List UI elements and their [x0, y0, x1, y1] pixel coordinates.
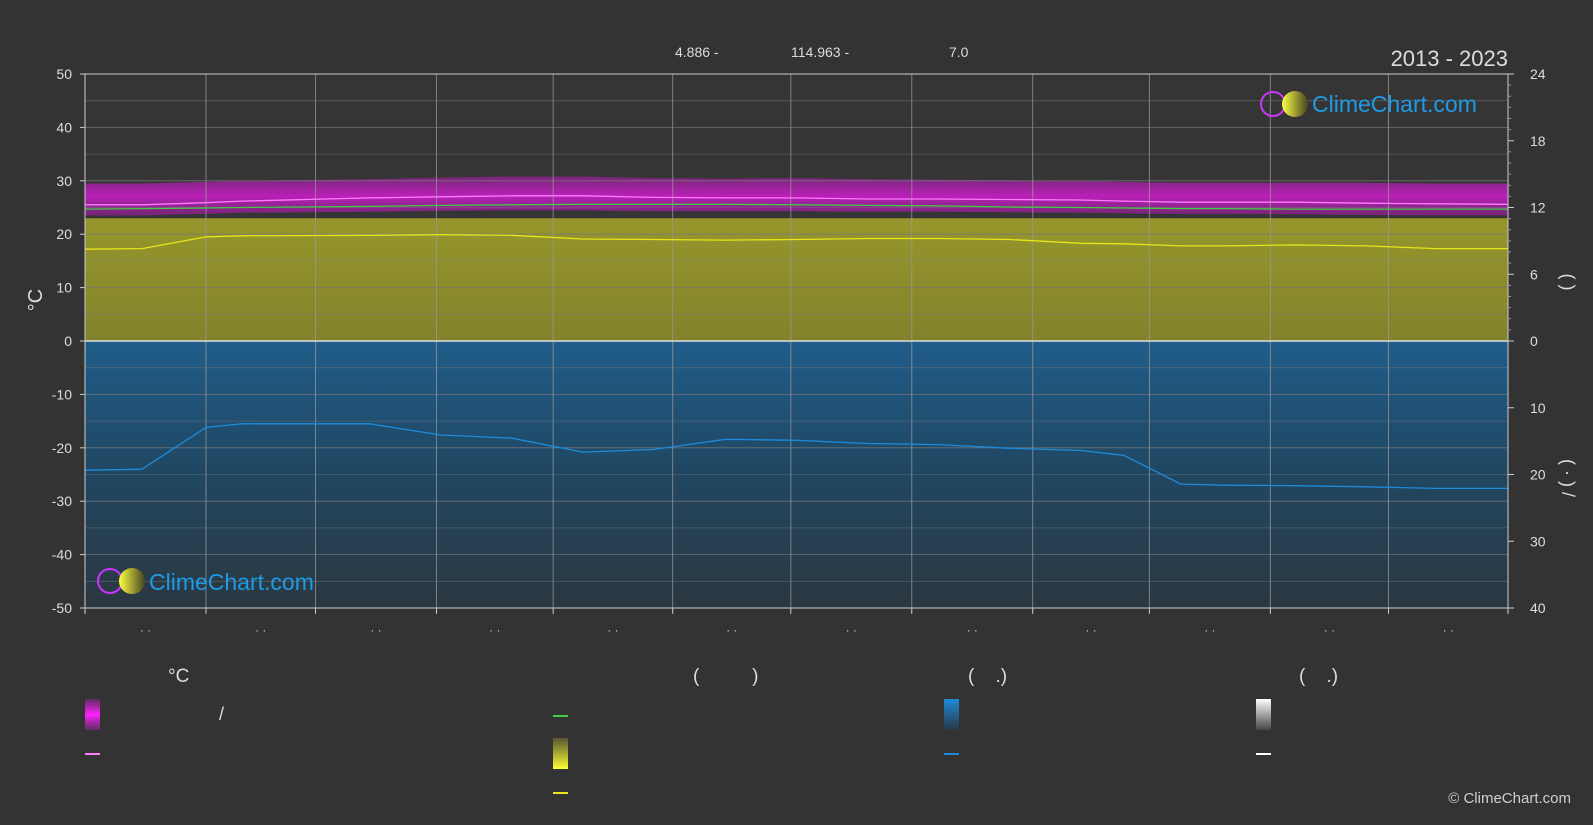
header-elevation: 7.0 [949, 44, 969, 60]
logo-top-text: ClimeChart.com [1312, 91, 1477, 117]
x-tick-label: · · [1443, 623, 1454, 637]
right-tick-label: 24 [1530, 66, 1546, 82]
mean-temperature-line [85, 195, 1509, 206]
x-tick-label: · · [726, 623, 737, 637]
right-tick-label: 18 [1530, 133, 1546, 149]
right-tick-label: 10 [1530, 400, 1546, 416]
sunshine-area [85, 218, 1508, 341]
copyright: © ClimeChart.com [1448, 790, 1571, 807]
x-axis: · · · · · · · · · · · · · · · · · · · · · · · · [84, 608, 1509, 637]
x-tick-label: · · [255, 623, 266, 637]
legend-swatch-snow [1256, 699, 1271, 730]
right-tick-label: 30 [1530, 533, 1546, 549]
plot-area [84, 73, 1509, 609]
right-tick-label: 40 [1530, 600, 1546, 616]
left-tick-label: 40 [56, 119, 72, 135]
legend-col1-header: °C [168, 666, 190, 687]
left-tick-label: -50 [52, 600, 72, 616]
x-tick-label: · · [1085, 623, 1096, 637]
legend-col3-header: ( .) [968, 666, 1008, 687]
x-tick-label: · · [1204, 623, 1215, 637]
left-tick-label: 10 [56, 280, 72, 296]
legend-col4-header: ( .) [1299, 666, 1339, 687]
left-tick-label: -30 [52, 493, 72, 509]
y-axis-label: °C [25, 289, 47, 311]
legend-swatch-sunshine [553, 738, 568, 769]
right-tick-label: 6 [1530, 266, 1538, 282]
legend-swatches [85, 699, 1271, 794]
right-axis: 24 18 12 6 0 10 20 30 40 [1508, 66, 1546, 616]
logo-bottom-text: ClimeChart.com [149, 569, 314, 595]
right-tick-label: 20 [1530, 467, 1546, 483]
logo-top: ClimeChart.com [1260, 91, 1477, 117]
left-tick-label: 30 [56, 173, 72, 189]
header-latitude: 4.886 - [675, 44, 719, 60]
left-tick-label: 20 [56, 226, 72, 242]
right-axis-lower-label: ( · ) / [1558, 459, 1578, 497]
left-tick-label: 50 [56, 66, 72, 82]
right-tick-label: 0 [1530, 333, 1538, 349]
sunshine-line [84, 234, 1508, 250]
x-tick-label: · · [967, 623, 978, 637]
x-tick-label: · · [489, 623, 500, 637]
left-tick-label: -40 [52, 547, 72, 563]
precipitation-line [84, 423, 1508, 490]
x-tick-label: · · [140, 623, 151, 637]
legend-swatch-precip [944, 699, 959, 730]
period-label: 2013 - 2023 [1390, 46, 1508, 71]
header-longitude: 114.963 - [791, 44, 850, 60]
logo-bottom: ClimeChart.com [97, 568, 314, 595]
left-axis: 50 40 30 20 10 0 -10 -20 -30 -40 -50 [52, 66, 85, 616]
daylight-line [84, 203, 1508, 210]
legend-swatch-temp-range [85, 699, 100, 730]
left-tick-label: 0 [64, 333, 72, 349]
right-axis-upper-label: ( ) [1558, 274, 1578, 291]
legend-col2-header: ( ) [693, 666, 759, 687]
left-tick-label: -20 [52, 440, 72, 456]
x-tick-label: · · [846, 623, 857, 637]
legend-slash: / [219, 704, 225, 724]
left-tick-label: -10 [52, 386, 72, 402]
right-tick-label: 12 [1530, 200, 1546, 216]
x-tick-label: · · [370, 623, 381, 637]
logo-sun-icon [1282, 91, 1308, 117]
x-tick-label: · · [607, 623, 618, 637]
logo-sun-icon [119, 568, 145, 594]
gridlines [85, 73, 1508, 609]
x-tick-label: · · [1324, 623, 1335, 637]
